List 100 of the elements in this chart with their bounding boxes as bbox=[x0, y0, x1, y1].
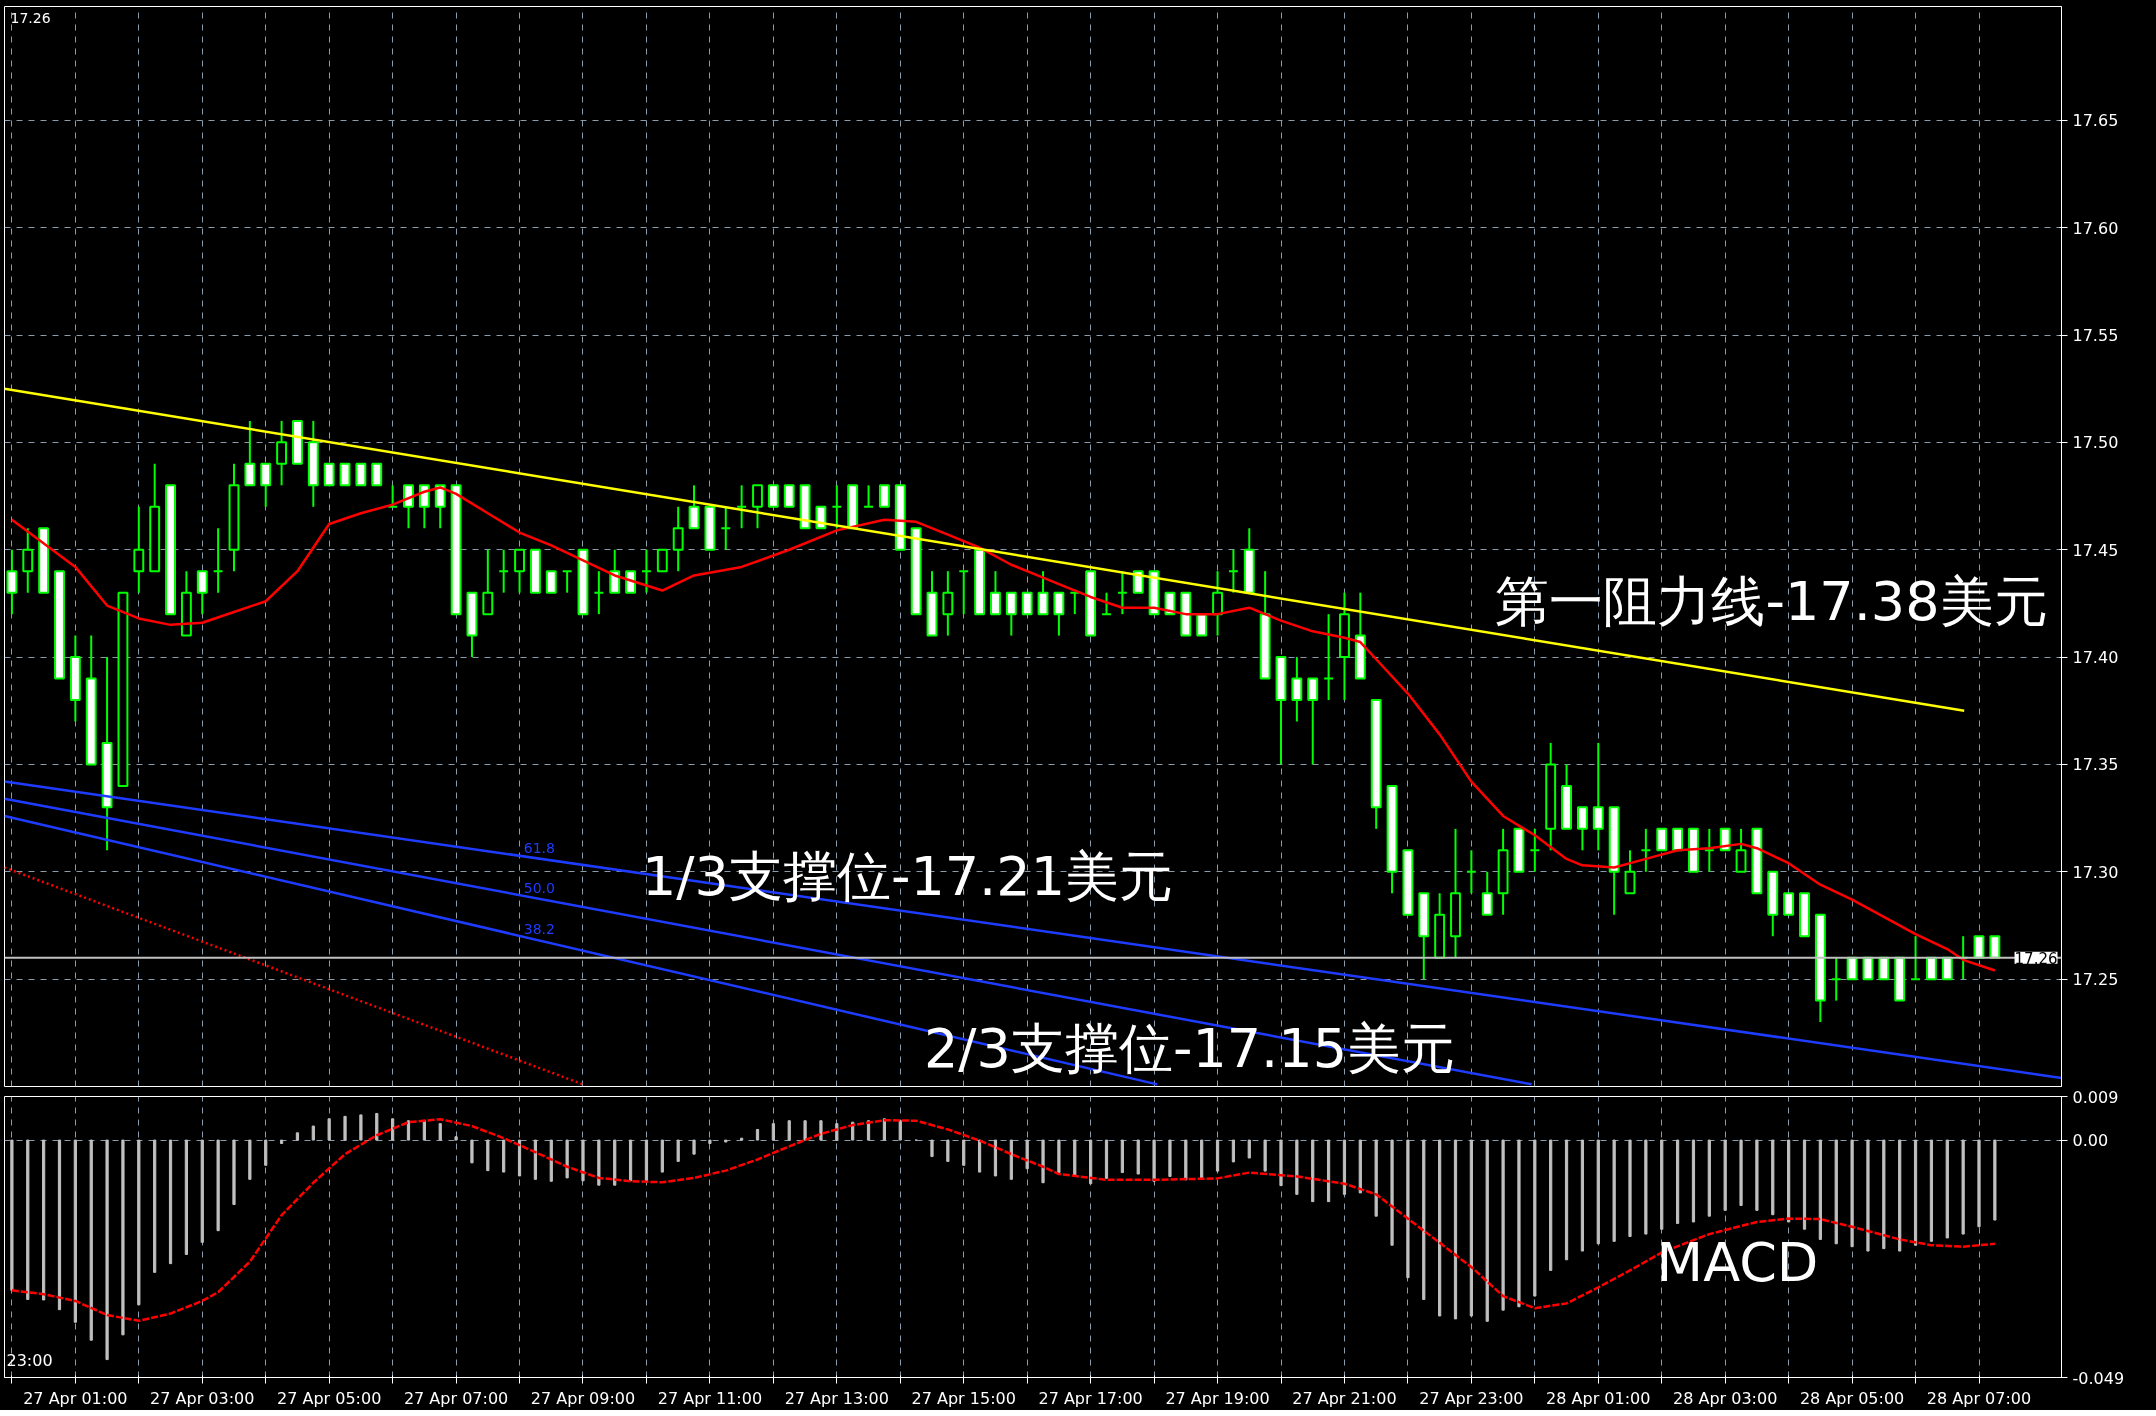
bar bbox=[232, 1139, 236, 1206]
bar bbox=[264, 1139, 268, 1166]
candlestick bbox=[878, 484, 890, 508]
bar bbox=[1104, 1139, 1109, 1179]
bar bbox=[755, 1128, 760, 1141]
annotation: 第一阻力线-17.38美元 bbox=[1495, 570, 2048, 633]
x-tick-label: 27 Apr 11:00 bbox=[657, 1388, 763, 1408]
bar bbox=[359, 1114, 363, 1141]
bar bbox=[73, 1139, 77, 1323]
bar bbox=[200, 1139, 204, 1243]
bar bbox=[375, 1112, 379, 1141]
bar bbox=[1549, 1139, 1553, 1271]
bar bbox=[676, 1139, 680, 1162]
candlestick bbox=[514, 548, 525, 594]
y-tick-label: 17.30 bbox=[2072, 862, 2119, 882]
candlestick bbox=[672, 505, 684, 573]
bar bbox=[1263, 1139, 1267, 1172]
x-tick-label: 27 Apr 05:00 bbox=[277, 1388, 382, 1408]
candlestick bbox=[656, 548, 668, 573]
bar bbox=[1723, 1139, 1727, 1211]
bar bbox=[898, 1120, 902, 1141]
bar bbox=[1009, 1139, 1013, 1180]
bar bbox=[57, 1139, 62, 1311]
candlestick bbox=[339, 462, 351, 487]
bar bbox=[1818, 1139, 1822, 1240]
bar bbox=[137, 1139, 141, 1306]
bar bbox=[153, 1139, 157, 1273]
bar bbox=[993, 1139, 998, 1177]
candlestick bbox=[1656, 827, 1668, 852]
bar bbox=[803, 1120, 807, 1141]
bar bbox=[1152, 1139, 1156, 1182]
bar bbox=[168, 1139, 173, 1265]
bar bbox=[279, 1139, 284, 1144]
y-tick-label: 17.55 bbox=[2072, 326, 2119, 346]
y-tick-label: 0.009 bbox=[2072, 1087, 2119, 1107]
candlestick bbox=[1005, 591, 1017, 637]
candlestick bbox=[1592, 741, 1604, 852]
x-tick-label: 28 Apr 03:00 bbox=[1673, 1388, 1778, 1408]
bar bbox=[121, 1139, 125, 1336]
candlestick bbox=[418, 484, 430, 530]
candlestick bbox=[783, 484, 795, 508]
bar bbox=[1564, 1139, 1569, 1261]
bar bbox=[216, 1139, 220, 1232]
bar bbox=[1342, 1139, 1347, 1195]
bar bbox=[1073, 1139, 1077, 1177]
bar bbox=[660, 1139, 664, 1173]
candlestick bbox=[482, 548, 494, 616]
candlestick bbox=[1021, 591, 1033, 616]
candlestick bbox=[22, 527, 34, 594]
bar bbox=[327, 1118, 331, 1141]
x-tick-label: 27 Apr 13:00 bbox=[784, 1388, 889, 1408]
y-tick-label: 17.40 bbox=[2072, 648, 2119, 668]
series-label: 61.8 bbox=[523, 839, 555, 856]
bar bbox=[692, 1139, 696, 1155]
bar bbox=[581, 1139, 585, 1182]
candlestick bbox=[1291, 656, 1303, 723]
bar bbox=[1660, 1139, 1664, 1230]
bar bbox=[597, 1139, 601, 1186]
bar bbox=[1485, 1139, 1489, 1322]
y-tick-label: -0.049 bbox=[2072, 1368, 2125, 1388]
y-tick-label: 0.00 bbox=[2072, 1131, 2109, 1151]
bar bbox=[1882, 1139, 1886, 1250]
bar bbox=[248, 1139, 252, 1180]
bar bbox=[517, 1139, 522, 1177]
candlestick bbox=[1624, 849, 1636, 895]
y-tick-label: 17.45 bbox=[2072, 540, 2119, 560]
bar bbox=[644, 1139, 649, 1182]
bar bbox=[1993, 1139, 1997, 1221]
bar bbox=[89, 1139, 93, 1341]
bar bbox=[295, 1132, 300, 1141]
candlestick bbox=[688, 484, 700, 530]
bar bbox=[184, 1139, 189, 1255]
bar bbox=[1834, 1139, 1838, 1245]
x-tick-label: 27 Apr 09:00 bbox=[530, 1388, 636, 1408]
bar bbox=[391, 1118, 395, 1141]
bar bbox=[1929, 1139, 1934, 1242]
bar bbox=[1184, 1139, 1188, 1181]
bar bbox=[470, 1139, 474, 1164]
bar bbox=[1977, 1139, 1981, 1228]
bar bbox=[613, 1139, 617, 1186]
bar bbox=[1453, 1139, 1458, 1320]
bar bbox=[1898, 1139, 1902, 1252]
annotation: MACD bbox=[1656, 1231, 1819, 1294]
bar bbox=[1517, 1139, 1521, 1308]
bar bbox=[1422, 1139, 1426, 1300]
candlestick bbox=[1783, 892, 1795, 916]
bar bbox=[1295, 1139, 1299, 1195]
x-tick-label: 27 Apr 23:00 bbox=[1419, 1388, 1524, 1408]
bar bbox=[1089, 1139, 1093, 1185]
bar bbox=[42, 1139, 46, 1301]
bar bbox=[1707, 1139, 1711, 1217]
bar bbox=[311, 1125, 315, 1141]
bar bbox=[454, 1136, 458, 1141]
bar bbox=[787, 1120, 791, 1141]
bar bbox=[962, 1139, 966, 1166]
bar bbox=[1025, 1139, 1029, 1170]
bar bbox=[1136, 1139, 1140, 1175]
candlestick bbox=[323, 462, 335, 487]
x-tick-label: 27 Apr 19:00 bbox=[1165, 1388, 1270, 1408]
x-tick-label: 28 Apr 05:00 bbox=[1799, 1388, 1905, 1408]
